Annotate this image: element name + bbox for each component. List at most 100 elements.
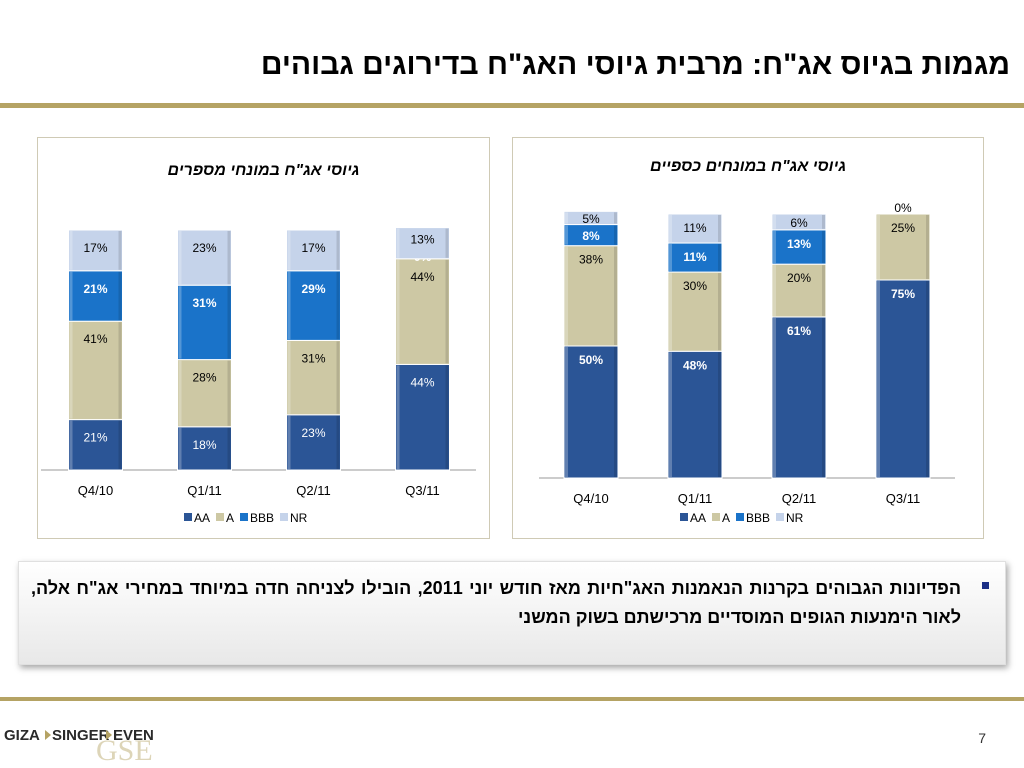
chart-title: גיוסי אג"ח במונחים כספיים (650, 158, 846, 175)
data-label: 13% (410, 233, 434, 247)
bar-highlight (69, 231, 73, 270)
bar-highlight (773, 230, 776, 264)
legend-swatch-aa (184, 513, 192, 521)
data-label: 11% (683, 250, 707, 264)
data-label: 11% (683, 221, 706, 235)
bar-highlight (178, 427, 182, 469)
bar-aa-Q2/11 (771, 316, 827, 479)
data-label: 8% (582, 229, 600, 243)
bar-shade (614, 347, 617, 477)
legend-swatch-bbb (736, 513, 744, 521)
x-tick-label: Q2/11 (782, 491, 816, 506)
bar-highlight (669, 273, 672, 351)
bar-highlight (565, 212, 568, 224)
data-label: 31% (301, 351, 325, 365)
bar-a-Q4/10 (563, 245, 619, 347)
x-tick-label: Q4/10 (573, 491, 608, 506)
bar-shade (227, 231, 231, 285)
bar-highlight (877, 215, 880, 279)
bar-bbb-Q4/10 (68, 270, 123, 322)
x-tick-label: Q1/11 (678, 491, 712, 506)
bar-nr-Q2/11 (286, 229, 341, 272)
data-label: 23% (301, 426, 325, 440)
page-number: 7 (978, 730, 986, 746)
bar-shade (614, 225, 617, 245)
logo-text-1: GIZA (4, 727, 40, 744)
bar-a-Q4/10 (68, 320, 123, 421)
bar-shade (336, 341, 340, 414)
legend-swatch-aa (680, 513, 688, 521)
bar-a-Q2/11 (771, 263, 827, 318)
data-label: 44% (410, 270, 434, 284)
bar-nr-Q4/10 (68, 229, 123, 272)
bar-a-Q2/11 (286, 339, 341, 416)
bar-shade (118, 322, 122, 419)
legend-label: BBB (250, 511, 274, 525)
bar-highlight (773, 265, 776, 316)
bar-highlight (396, 365, 400, 469)
data-label: 23% (192, 241, 216, 255)
chart-panel-count: גיוסי אג"ח במונחי מספרים 21% 41% 21% 17% Q4/… (37, 137, 490, 539)
data-label: 25% (891, 221, 915, 235)
bar-highlight (178, 231, 182, 285)
data-label: 29% (301, 282, 325, 296)
page-title: מגמות בגיוס אג"ח: מרבית גיוסי האג"ח בדיר… (260, 48, 1010, 81)
bar-bbb-Q1/11 (177, 284, 232, 361)
bar-shade (926, 281, 929, 477)
bar-highlight (396, 228, 400, 258)
legend-label: NR (290, 511, 308, 525)
bar-highlight (69, 271, 73, 321)
bar-nr-Q1/11 (667, 213, 723, 244)
logo-arrow-icon (106, 730, 112, 740)
bar-shade (445, 228, 449, 258)
data-label: 44% (410, 375, 434, 389)
bar-shade (822, 265, 825, 316)
chart-title: גיוסי אג"ח במונחי מספרים (167, 162, 360, 179)
bar-shade (926, 215, 929, 279)
bar-aa-Q3/11 (875, 279, 931, 479)
bar-highlight (69, 322, 73, 419)
bar-highlight (287, 341, 291, 414)
bar-aa-Q4/10 (563, 345, 619, 479)
bar-highlight (178, 360, 182, 426)
bar-a-Q1/11 (177, 359, 232, 428)
bar-shade (227, 427, 231, 469)
bar-highlight (669, 244, 672, 272)
data-label: 61% (787, 324, 811, 338)
bottom-divider (0, 697, 1024, 701)
legend-swatch-bbb (240, 513, 248, 521)
legend-label: NR (786, 511, 804, 525)
bullet-text: הפדיונות הגבוהים בקרנות הנאמנות האג"חיות… (31, 578, 961, 627)
data-label: 6% (790, 216, 808, 230)
legend-label: BBB (746, 511, 770, 525)
bar-aa-Q1/11 (177, 426, 232, 471)
chart-money-svg: 50% 38% 8% 5% Q4/10 48% 30% 11% 11% Q1/11 61% 20% 13… (539, 201, 955, 525)
data-label: 18% (192, 438, 216, 452)
data-label: 50% (579, 353, 603, 367)
bullet-icon (982, 582, 989, 589)
data-label: 41% (83, 332, 107, 346)
x-tick-label: Q3/11 (886, 491, 920, 506)
company-logo: GIZA SINGER EVEN GSE (4, 727, 154, 764)
bar-shade (227, 286, 231, 359)
bar-shade (614, 246, 617, 345)
data-label: 20% (787, 271, 811, 285)
data-label: 0% (894, 201, 912, 215)
x-tick-label: Q4/10 (78, 483, 113, 498)
legend-swatch-a (712, 513, 720, 521)
chart-count-svg: 21% 41% 21% 17% Q4/10 18% 28% 31% 23% Q1/11 23% 31%… (41, 227, 476, 525)
bar-highlight (773, 215, 776, 229)
bar-shade (445, 259, 449, 364)
data-label: 5% (582, 212, 600, 226)
bar-highlight (178, 286, 182, 359)
bar-highlight (669, 215, 672, 243)
bar-highlight (669, 352, 672, 477)
bar-shade (718, 215, 721, 243)
bar-highlight (396, 259, 400, 364)
bar-shade (118, 271, 122, 321)
bar-shade (336, 415, 340, 469)
bar-shade (718, 352, 721, 477)
bar-shade (336, 231, 340, 270)
data-label: 28% (192, 371, 216, 385)
legend-label: AA (690, 511, 706, 525)
